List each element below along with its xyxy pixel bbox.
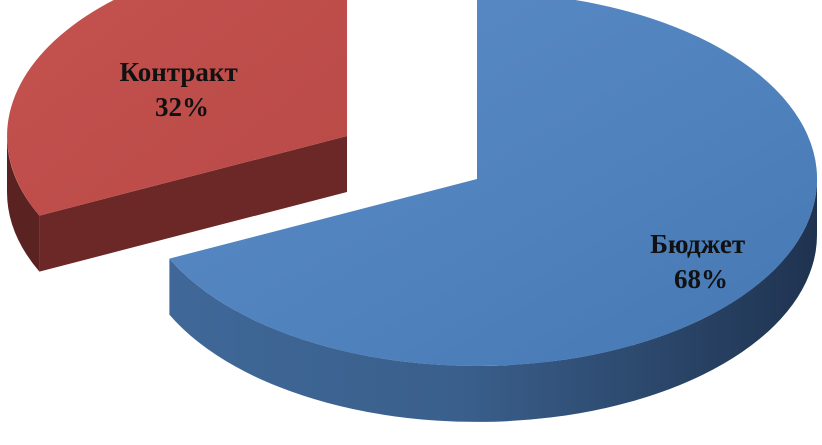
pie-slice-budget-top	[169, 0, 818, 366]
pie-slice-contract-top	[7, 0, 347, 216]
data-label-budget-name: Бюджет	[650, 229, 745, 259]
data-label-contract: Контракт 32%	[120, 57, 245, 122]
pie-slice-budget-side	[169, 179, 817, 422]
pie-slice-contract-cut-face	[39, 136, 348, 272]
pie-slice-contract-side	[7, 136, 40, 272]
data-label-budget-value: 68%	[674, 264, 728, 294]
data-label-contract-name: Контракт	[120, 57, 238, 87]
data-label-contract-value: 32%	[155, 92, 209, 122]
pie-slice-contract	[7, 0, 348, 272]
pie-slice-budget	[169, 0, 818, 422]
data-label-budget: Бюджет 68%	[650, 229, 752, 294]
